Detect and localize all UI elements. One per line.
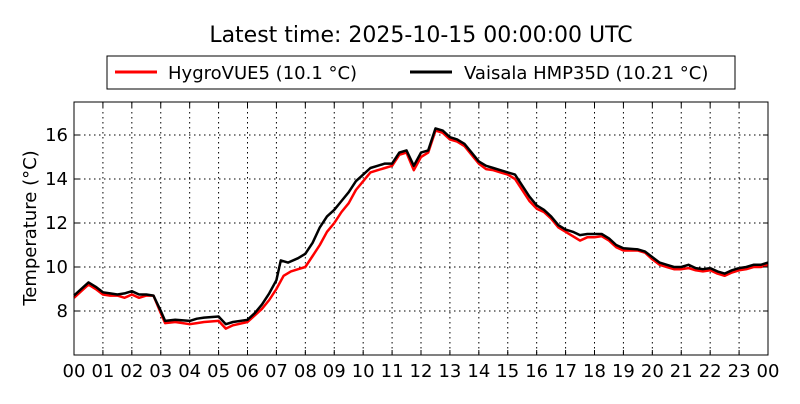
x-tick-label: 00 xyxy=(757,361,780,382)
y-axis-label: Temperature (°C) xyxy=(20,150,41,306)
x-tick-label: 00 xyxy=(63,361,86,382)
x-tick-label: 04 xyxy=(178,361,201,382)
y-tick-label: 8 xyxy=(57,301,68,322)
x-tick-label: 01 xyxy=(91,361,114,382)
x-tick-label: 03 xyxy=(149,361,172,382)
legend-label-hygrovue5: HygroVUE5 (10.1 °C) xyxy=(168,63,357,84)
series-line-vaisala xyxy=(73,127,769,326)
grid xyxy=(73,102,769,355)
x-tick-label: 20 xyxy=(641,361,664,382)
series-lines xyxy=(73,127,769,330)
axis-ticks: 00 01 02 03 04 05 06 07 08 09 10 11 12 13 14 15 16 17 18 19… xyxy=(45,102,779,382)
x-tick-label: 08 xyxy=(294,361,317,382)
y-tick-label: 14 xyxy=(45,169,68,190)
x-tick-label: 05 xyxy=(207,361,230,382)
x-tick-label: 16 xyxy=(525,361,548,382)
y-tick-label: 16 xyxy=(45,125,68,146)
chart-title: Latest time: 2025-10-15 00:00:00 UTC xyxy=(209,23,632,48)
x-tick-label: 10 xyxy=(352,361,375,382)
y-tick-label: 10 xyxy=(45,257,68,278)
x-tick-label: 12 xyxy=(410,361,433,382)
series-line-hygrovue5 xyxy=(73,129,769,330)
x-tick-label: 18 xyxy=(583,361,606,382)
x-tick-label: 06 xyxy=(236,361,259,382)
y-tick-label: 12 xyxy=(45,213,68,234)
x-tick-label: 23 xyxy=(728,361,751,382)
x-tick-label: 13 xyxy=(438,361,461,382)
x-tick-label: 07 xyxy=(265,361,288,382)
x-tick-label: 17 xyxy=(554,361,577,382)
x-tick-label: 02 xyxy=(120,361,143,382)
x-tick-label: 09 xyxy=(323,361,346,382)
legend: HygroVUE5 (10.1 °C) Vaisala HMP35D (10.2… xyxy=(106,55,736,90)
x-tick-label: 14 xyxy=(467,361,490,382)
x-tick-label: 11 xyxy=(381,361,404,382)
x-tick-label: 22 xyxy=(699,361,722,382)
legend-label-vaisala: Vaisala HMP35D (10.21 °C) xyxy=(464,63,708,84)
x-tick-label: 19 xyxy=(612,361,635,382)
x-tick-label: 15 xyxy=(496,361,519,382)
x-tick-label: 21 xyxy=(670,361,693,382)
